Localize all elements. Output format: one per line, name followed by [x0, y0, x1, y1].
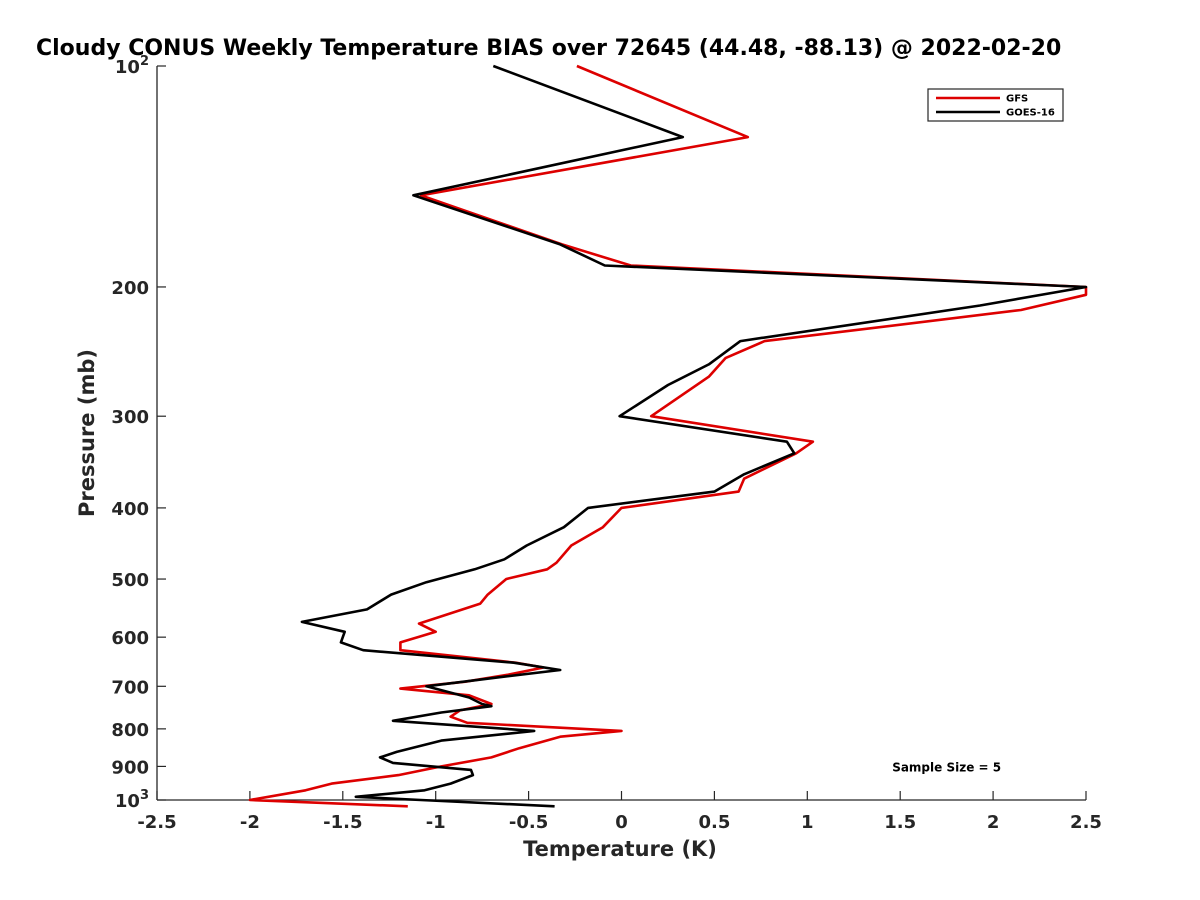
x-tick-label: -0.5 [509, 812, 548, 833]
legend: GFS GOES-16 [927, 88, 1064, 122]
series-line-goes-16 [300, 64, 1088, 808]
y-tick-label: 600 [111, 628, 149, 649]
y-tick-label: 103 [115, 788, 149, 812]
x-tick-label: 0 [615, 812, 628, 833]
y-tick-label: 500 [111, 570, 149, 591]
legend-label: GFS [1006, 94, 1028, 105]
legend-label: GOES-16 [1006, 108, 1055, 119]
plot-area [156, 66, 1086, 801]
y-tick-label: 800 [111, 720, 149, 741]
x-tick-label: 2.5 [1070, 812, 1102, 833]
y-tick-label: 400 [111, 499, 149, 520]
y-tick-label: 700 [111, 677, 149, 698]
x-tick-label: -1.5 [323, 812, 362, 833]
y-axis-label: Pressure (mb) [75, 349, 99, 517]
chart-title: Cloudy CONUS Weekly Temperature BIAS ove… [36, 36, 1061, 61]
x-tick-label: -2.5 [137, 812, 176, 833]
x-axis-label: Temperature (K) [523, 837, 717, 861]
x-tick-label: 1 [801, 812, 814, 833]
annotation-label: Sample Size = 5 [892, 760, 1001, 774]
x-tick-label: 2 [987, 812, 1000, 833]
series-layer [248, 64, 1088, 808]
y-tick-label: 900 [111, 757, 149, 778]
x-tick-label: -2 [240, 812, 260, 833]
axis-ticks: -2.5 -2 -1.5 -1 -0.5 0 0.5 1 1.5 2 2.5 102 200 300 400… [111, 54, 1102, 833]
x-tick-label: 0.5 [698, 812, 730, 833]
y-tick-label: 200 [111, 278, 149, 299]
x-tick-label: -1 [426, 812, 446, 833]
legend-box [927, 88, 1064, 122]
y-tick-label: 102 [115, 54, 149, 78]
y-tick-label: 300 [111, 407, 149, 428]
x-tick-label: 1.5 [884, 812, 916, 833]
annotations: Sample Size = 5 [892, 760, 1001, 774]
series-line-gfs [248, 64, 1088, 808]
